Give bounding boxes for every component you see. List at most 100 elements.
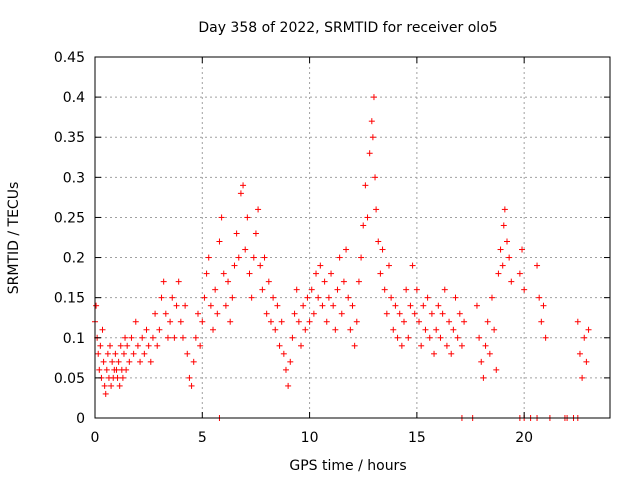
data-point — [508, 278, 515, 285]
data-point — [160, 278, 167, 285]
data-point — [411, 310, 418, 317]
data-point — [119, 374, 126, 381]
data-point — [233, 230, 240, 237]
data-point — [96, 366, 103, 373]
data-point — [579, 374, 586, 381]
data-point — [102, 390, 109, 397]
data-point — [184, 350, 191, 357]
data-point — [340, 278, 347, 285]
data-point — [300, 302, 307, 309]
data-point — [519, 246, 526, 253]
data-point — [306, 318, 313, 325]
data-point — [358, 254, 365, 261]
data-point — [362, 182, 369, 189]
data-point — [349, 302, 356, 309]
data-point — [261, 254, 268, 261]
data-point — [491, 326, 498, 333]
data-point — [259, 286, 266, 293]
data-point — [413, 286, 420, 293]
data-point — [152, 310, 159, 317]
data-point — [154, 342, 161, 349]
data-point — [375, 238, 382, 245]
data-point — [270, 294, 277, 301]
data-point — [583, 358, 590, 365]
data-point — [222, 302, 229, 309]
data-point — [308, 286, 315, 293]
x-tick-label: 20 — [515, 430, 533, 446]
data-point — [97, 342, 104, 349]
data-point — [581, 334, 588, 341]
data-point — [446, 318, 453, 325]
data-point — [368, 118, 375, 125]
data-point — [263, 310, 270, 317]
data-point — [401, 318, 407, 325]
data-point — [364, 214, 371, 221]
data-point — [353, 318, 360, 325]
data-point — [373, 206, 380, 213]
data-point — [113, 366, 120, 373]
data-point — [112, 350, 119, 357]
data-point — [240, 182, 247, 189]
y-tick-label: 0.4 — [63, 90, 85, 106]
data-point — [424, 294, 431, 301]
data-point — [93, 302, 100, 309]
data-point — [370, 94, 377, 101]
data-point — [435, 302, 442, 309]
data-point — [377, 270, 384, 277]
data-point — [139, 334, 146, 341]
data-point — [246, 270, 253, 277]
data-point — [126, 358, 133, 365]
data-point — [282, 366, 289, 373]
data-point — [334, 286, 341, 293]
y-tick-label: 0 — [76, 411, 85, 427]
data-point — [392, 302, 399, 309]
data-point — [448, 350, 455, 357]
data-point — [128, 334, 135, 341]
data-point — [190, 358, 197, 365]
data-point — [242, 246, 249, 253]
data-point — [289, 334, 296, 341]
data-point — [574, 318, 581, 325]
data-point — [171, 334, 178, 341]
data-point — [218, 214, 225, 221]
data-point — [120, 350, 127, 357]
y-tick-label: 0.35 — [54, 130, 85, 146]
x-tick-label: 5 — [198, 430, 207, 446]
data-point — [499, 262, 506, 269]
data-point — [104, 350, 111, 357]
data-point — [345, 294, 352, 301]
data-point — [416, 318, 423, 325]
data-point — [295, 318, 302, 325]
data-point — [476, 334, 483, 341]
data-point — [431, 350, 438, 357]
data-point — [272, 326, 279, 333]
data-point — [338, 310, 345, 317]
data-point — [179, 334, 186, 341]
data-point — [343, 246, 350, 253]
data-point — [355, 278, 362, 285]
data-point — [396, 310, 403, 317]
data-point — [394, 334, 401, 341]
data-point — [115, 358, 122, 365]
data-point — [235, 254, 242, 261]
data-point — [504, 238, 510, 245]
data-point — [192, 334, 199, 341]
data-point — [107, 342, 114, 349]
chart-title: Day 358 of 2022, SRMTID for receiver olo… — [198, 20, 497, 36]
data-point — [501, 206, 508, 213]
data-point — [478, 358, 485, 365]
data-point — [122, 334, 129, 341]
data-point — [422, 326, 429, 333]
data-point — [304, 294, 311, 301]
data-point — [248, 294, 255, 301]
data-point — [521, 286, 528, 293]
data-point — [156, 326, 163, 333]
data-point — [103, 366, 110, 373]
data-point — [381, 286, 388, 293]
data-point — [403, 286, 410, 293]
data-point — [576, 350, 583, 357]
data-point — [366, 150, 373, 157]
data-point — [458, 342, 465, 349]
data-point — [428, 310, 435, 317]
x-axis-label: GPS time / hours — [289, 458, 406, 474]
